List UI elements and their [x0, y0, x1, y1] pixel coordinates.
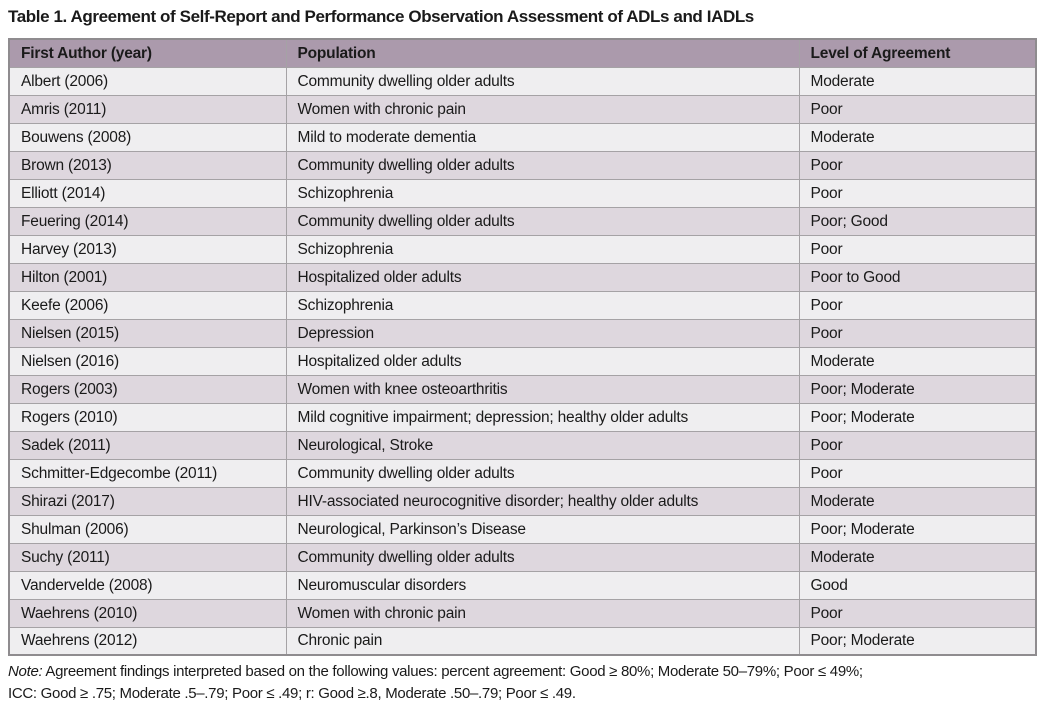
page: Table 1. Agreement of Self-Report and Pe…	[8, 7, 1037, 705]
first-author-cell: Waehrens (2012)	[8, 626, 287, 656]
agreement-cell: Moderate	[798, 346, 1037, 376]
agreement-cell: Poor	[798, 318, 1037, 348]
agreement-cell: Poor; Good	[798, 206, 1037, 236]
first-author-cell: Feuering (2014)	[8, 206, 287, 236]
population-cell: Neurological, Parkinson’s Disease	[285, 514, 800, 544]
agreement-cell: Poor	[798, 150, 1037, 180]
first-author-cell: Albert (2006)	[8, 66, 287, 96]
table-row: Feuering (2014) Community dwelling older …	[8, 206, 1037, 236]
table-row: Nielsen (2015) Depression Poor	[8, 318, 1037, 348]
population-cell: Women with chronic pain	[285, 94, 800, 124]
first-author-cell: Hilton (2001)	[8, 262, 287, 292]
table-row: Suchy (2011) Community dwelling older adu…	[8, 542, 1037, 572]
note-line-1: Note: Agreement findings interpreted bas…	[8, 661, 1035, 683]
table-row: Hilton (2001) Hospitalized older adults Po…	[8, 262, 1037, 292]
first-author-cell: Bouwens (2008)	[8, 122, 287, 152]
col-header-level-of-agreement: Level of Agreement	[798, 38, 1037, 68]
note-text-1: Agreement findings interpreted based on …	[45, 663, 863, 680]
agreement-cell: Poor; Moderate	[798, 402, 1037, 432]
table-row: Shulman (2006) Neurological, Parkinson’s …	[8, 514, 1037, 544]
first-author-cell: Suchy (2011)	[8, 542, 287, 572]
population-cell: Depression	[285, 318, 800, 348]
population-cell: Community dwelling older adults	[285, 150, 800, 180]
first-author-cell: Sadek (2011)	[8, 430, 287, 460]
table-title: Table 1. Agreement of Self-Report and Pe…	[8, 7, 754, 26]
table-row: Brown (2013) Community dwelling older adu…	[8, 150, 1037, 180]
population-cell: Neurological, Stroke	[285, 430, 800, 460]
agreement-cell: Poor; Moderate	[798, 374, 1037, 404]
population-cell: Schizophrenia	[285, 234, 800, 264]
population-cell: Women with knee osteoarthritis	[285, 374, 800, 404]
population-cell: Community dwelling older adults	[285, 66, 800, 96]
agreement-cell: Poor; Moderate	[798, 514, 1037, 544]
table-row: Waehrens (2012) Chronic pain Poor; Moderat…	[8, 626, 1037, 656]
agreement-cell: Poor	[798, 458, 1037, 488]
first-author-cell: Keefe (2006)	[8, 290, 287, 320]
note-line-2: ICC: Good ≥ .75; Moderate .5–.79; Poor ≤…	[8, 685, 576, 702]
table-row: Amris (2011) Women with chronic pain Poor	[8, 94, 1037, 124]
table-row: Nielsen (2016) Hospitalized older adults M…	[8, 346, 1037, 376]
table-row: Rogers (2003) Women with knee osteoarthri…	[8, 374, 1037, 404]
first-author-cell: Shulman (2006)	[8, 514, 287, 544]
first-author-cell: Vandervelde (2008)	[8, 570, 287, 600]
population-cell: Community dwelling older adults	[285, 542, 800, 572]
population-cell: Women with chronic pain	[285, 598, 800, 628]
population-cell: Schizophrenia	[285, 178, 800, 208]
first-author-cell: Nielsen (2016)	[8, 346, 287, 376]
agreement-cell: Poor	[798, 430, 1037, 460]
first-author-cell: Amris (2011)	[8, 94, 287, 124]
table-row: Bouwens (2008) Mild to moderate dementia M…	[8, 122, 1037, 152]
population-cell: Chronic pain	[285, 626, 800, 656]
agreement-cell: Moderate	[798, 486, 1037, 516]
table-body: Albert (2006) Community dwelling older ad…	[8, 66, 1037, 656]
population-cell: Hospitalized older adults	[285, 346, 800, 376]
first-author-cell: Nielsen (2015)	[8, 318, 287, 348]
table-row: Waehrens (2010) Women with chronic pain Po…	[8, 598, 1037, 628]
population-cell: Schizophrenia	[285, 290, 800, 320]
agreement-cell: Moderate	[798, 542, 1037, 572]
first-author-cell: Rogers (2010)	[8, 402, 287, 432]
table-row: Harvey (2013) Schizophrenia Poor	[8, 234, 1037, 264]
first-author-cell: Elliott (2014)	[8, 178, 287, 208]
first-author-cell: Brown (2013)	[8, 150, 287, 180]
agreement-cell: Poor; Moderate	[798, 626, 1037, 656]
table-row: Elliott (2014) Schizophrenia Poor	[8, 178, 1037, 208]
first-author-cell: Waehrens (2010)	[8, 598, 287, 628]
table-row: Albert (2006) Community dwelling older ad…	[8, 66, 1037, 96]
population-cell: Mild to moderate dementia	[285, 122, 800, 152]
first-author-cell: Rogers (2003)	[8, 374, 287, 404]
population-cell: Community dwelling older adults	[285, 458, 800, 488]
table-row: Rogers (2010) Mild cognitive impairment; …	[8, 402, 1037, 432]
population-cell: Mild cognitive impairment; depression; h…	[285, 402, 800, 432]
agreement-cell: Poor	[798, 290, 1037, 320]
agreement-cell: Poor	[798, 178, 1037, 208]
agreement-cell: Poor to Good	[798, 262, 1037, 292]
table-row: Shirazi (2017) HIV-associated neurocognit…	[8, 486, 1037, 516]
col-header-first-author: First Author (year)	[8, 38, 287, 68]
agreement-cell: Good	[798, 570, 1037, 600]
note-label: Note:	[8, 663, 43, 680]
population-cell: Hospitalized older adults	[285, 262, 800, 292]
table-note: Note: Agreement findings interpreted bas…	[8, 661, 1035, 705]
first-author-cell: Harvey (2013)	[8, 234, 287, 264]
table-row: Sadek (2011) Neurological, Stroke Poor	[8, 430, 1037, 460]
table-row: Vandervelde (2008) Neuromuscular disorder…	[8, 570, 1037, 600]
table-row: Keefe (2006) Schizophrenia Poor	[8, 290, 1037, 320]
table-header-row: First Author (year) Population Level of …	[8, 38, 1037, 68]
population-cell: HIV-associated neurocognitive disorder; …	[285, 486, 800, 516]
population-cell: Neuromuscular disorders	[285, 570, 800, 600]
agreement-cell: Poor	[798, 598, 1037, 628]
agreement-cell: Moderate	[798, 122, 1037, 152]
agreement-table: First Author (year) Population Level of …	[8, 38, 1037, 656]
agreement-cell: Poor	[798, 94, 1037, 124]
first-author-cell: Schmitter-Edgecombe (2011)	[8, 458, 287, 488]
col-header-population: Population	[285, 38, 800, 68]
first-author-cell: Shirazi (2017)	[8, 486, 287, 516]
agreement-cell: Poor	[798, 234, 1037, 264]
agreement-cell: Moderate	[798, 66, 1037, 96]
population-cell: Community dwelling older adults	[285, 206, 800, 236]
table-row: Schmitter-Edgecombe (2011) Community dwel…	[8, 458, 1037, 488]
